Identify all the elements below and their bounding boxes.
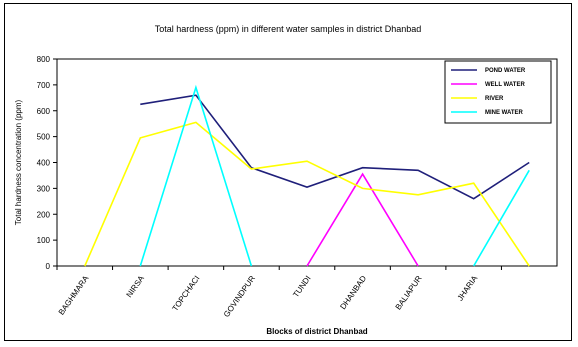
series-line-mine-water — [473, 169, 530, 267]
chart-frame: Total hardness (ppm) in different water … — [4, 3, 572, 341]
y-tick-label: 100 — [37, 236, 51, 245]
x-tick-label: BALIAPUR — [394, 274, 424, 312]
y-axis-label: Total hardness concentration (ppm) — [14, 99, 23, 225]
x-tick-label: TUNDI — [291, 274, 312, 299]
y-tick-label: 0 — [46, 262, 51, 271]
x-tick-label: BAGHMARA — [57, 273, 91, 316]
y-tick-label: 500 — [37, 133, 51, 142]
y-axis-label-group: Total hardness concentration (ppm) — [14, 99, 23, 225]
x-tick-label: NIRSA — [125, 273, 147, 299]
chart-svg: Total hardness (ppm) in different water … — [14, 24, 558, 336]
y-tick-label: 400 — [37, 159, 51, 168]
x-axis-label: Blocks of district Dhanbad — [266, 327, 367, 336]
x-tick-label: JHARIA — [456, 273, 480, 302]
series-line-river — [84, 121, 530, 267]
legend-label: MINE WATER — [485, 110, 524, 116]
y-tick-label: 200 — [37, 210, 51, 219]
legend-label: POND WATER — [485, 68, 526, 74]
series-line-well-water — [306, 172, 419, 267]
chart-title: Total hardness (ppm) in different water … — [155, 24, 421, 34]
y-tick-label: 600 — [37, 107, 51, 116]
series-line-mine-water — [139, 84, 253, 267]
x-tick-label: TOPCHACI — [171, 274, 202, 313]
legend-label: RIVER — [485, 96, 504, 102]
y-tick-label: 700 — [37, 81, 51, 90]
series-line-pond-water — [140, 94, 530, 200]
legend-label: WELL WATER — [485, 82, 525, 88]
y-tick-label: 300 — [37, 184, 51, 193]
y-tick-label: 800 — [37, 55, 51, 64]
x-tick-label: DHANBAD — [338, 274, 368, 311]
x-tick-label: GOVINDPUR — [222, 274, 257, 319]
legend: POND WATER WELL WATER RIVER MINE WATER — [444, 60, 552, 124]
